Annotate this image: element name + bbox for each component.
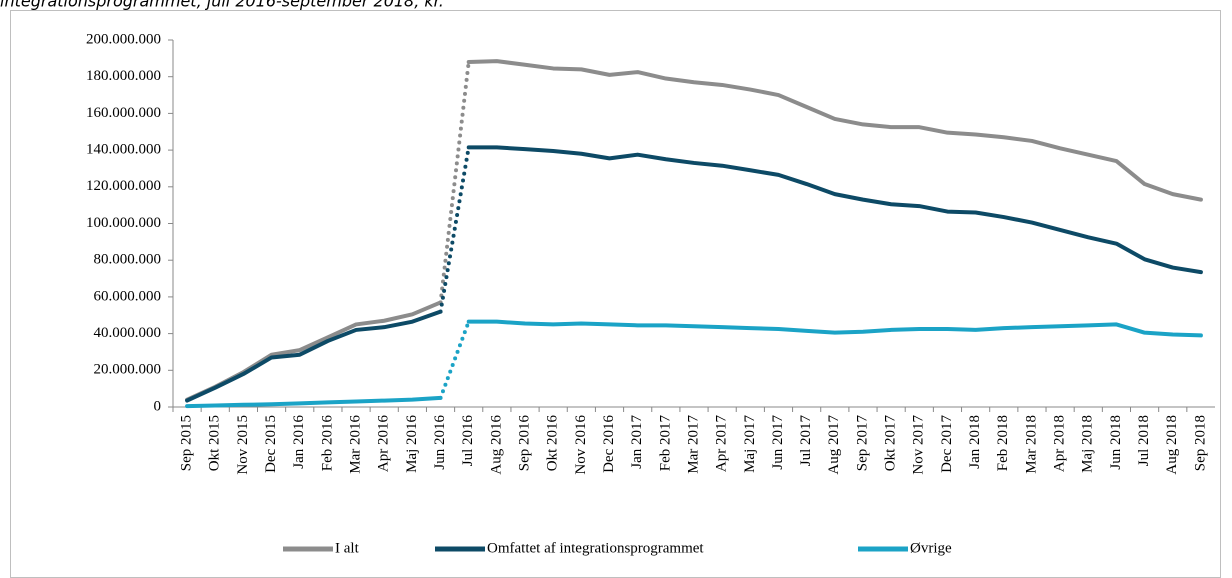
x-tick-label: Sep 2017 [854, 415, 870, 472]
x-tick-label: Mar 2016 [347, 415, 363, 474]
x-tick-label: Apr 2017 [714, 415, 730, 473]
x-tick-label: Nov 2016 [573, 415, 589, 475]
x-tick-label: Maj 2016 [404, 415, 420, 473]
x-tick-label: Aug 2017 [826, 415, 842, 475]
y-tick-label: 80.000.000 [94, 252, 162, 268]
legend-label: Øvrige [910, 540, 952, 556]
x-tick-label: Nov 2017 [911, 415, 927, 475]
x-tick-label: Sep 2016 [516, 415, 532, 472]
x-tick-label: Apr 2016 [376, 415, 392, 473]
legend-label: Omfattet af integrationsprogrammet [487, 540, 704, 556]
y-tick-label: 0 [154, 398, 162, 414]
series-connector [438, 319, 471, 400]
x-tick-label: Jan 2016 [291, 415, 307, 469]
x-tick-label: Dec 2017 [939, 415, 955, 473]
x-tick-label: Jul 2018 [1136, 415, 1152, 466]
x-tick-label: Jun 2018 [1108, 415, 1124, 470]
series-line [185, 395, 443, 409]
x-tick-label: Feb 2017 [657, 415, 673, 472]
y-tick-label: 160.000.000 [86, 105, 161, 121]
x-tick-label: Okt 2016 [545, 415, 561, 472]
series-line [185, 309, 443, 403]
x-tick-label: Jul 2016 [460, 415, 476, 467]
x-tick-label: Mar 2018 [1023, 415, 1039, 474]
y-tick-label: 100.000.000 [86, 215, 161, 231]
x-tick-label: Feb 2016 [319, 415, 335, 472]
x-tick-label: Jan 2018 [967, 415, 983, 469]
x-tick-label: Jul 2017 [798, 415, 814, 467]
y-tick-label: 120.000.000 [86, 178, 161, 194]
series-line [466, 59, 1203, 202]
y-tick-label: 60.000.000 [94, 288, 162, 304]
y-tick-label: 40.000.000 [94, 325, 162, 341]
series-line [466, 319, 1203, 338]
x-tick-label: Apr 2018 [1052, 415, 1068, 472]
x-tick-label: Aug 2018 [1164, 415, 1180, 475]
x-tick-label: Maj 2018 [1080, 415, 1096, 473]
y-tick-label: 140.000.000 [86, 142, 161, 158]
x-tick-label: Jan 2017 [629, 415, 645, 469]
x-tick-label: Jun 2017 [770, 415, 786, 470]
series-connector [438, 60, 471, 305]
y-tick-label: 180.000.000 [86, 68, 161, 84]
x-tick-label: Feb 2018 [995, 415, 1011, 471]
legend-label: I alt [335, 540, 360, 556]
chart-title: integrationsprogrammet, juli 2016-septem… [0, 0, 444, 11]
x-tick-label: Sep 2015 [179, 415, 195, 471]
x-tick-label: Mar 2017 [685, 415, 701, 474]
y-tick-label: 200.000.000 [86, 31, 161, 47]
x-tick-label: Okt 2017 [883, 415, 899, 472]
x-tick-label: Maj 2017 [742, 415, 758, 473]
x-tick-label: Jun 2016 [432, 415, 448, 470]
x-tick-label: Okt 2015 [207, 415, 223, 471]
series-line [466, 145, 1203, 275]
x-tick-label: Dec 2015 [263, 415, 279, 473]
y-tick-label: 20.000.000 [94, 362, 162, 378]
x-tick-label: Nov 2015 [235, 415, 251, 475]
chart-border [10, 10, 1221, 578]
x-tick-label: Dec 2016 [601, 415, 617, 473]
x-tick-label: Aug 2016 [488, 415, 504, 475]
series-connector [438, 145, 471, 314]
x-tick-label: Sep 2018 [1192, 415, 1208, 471]
